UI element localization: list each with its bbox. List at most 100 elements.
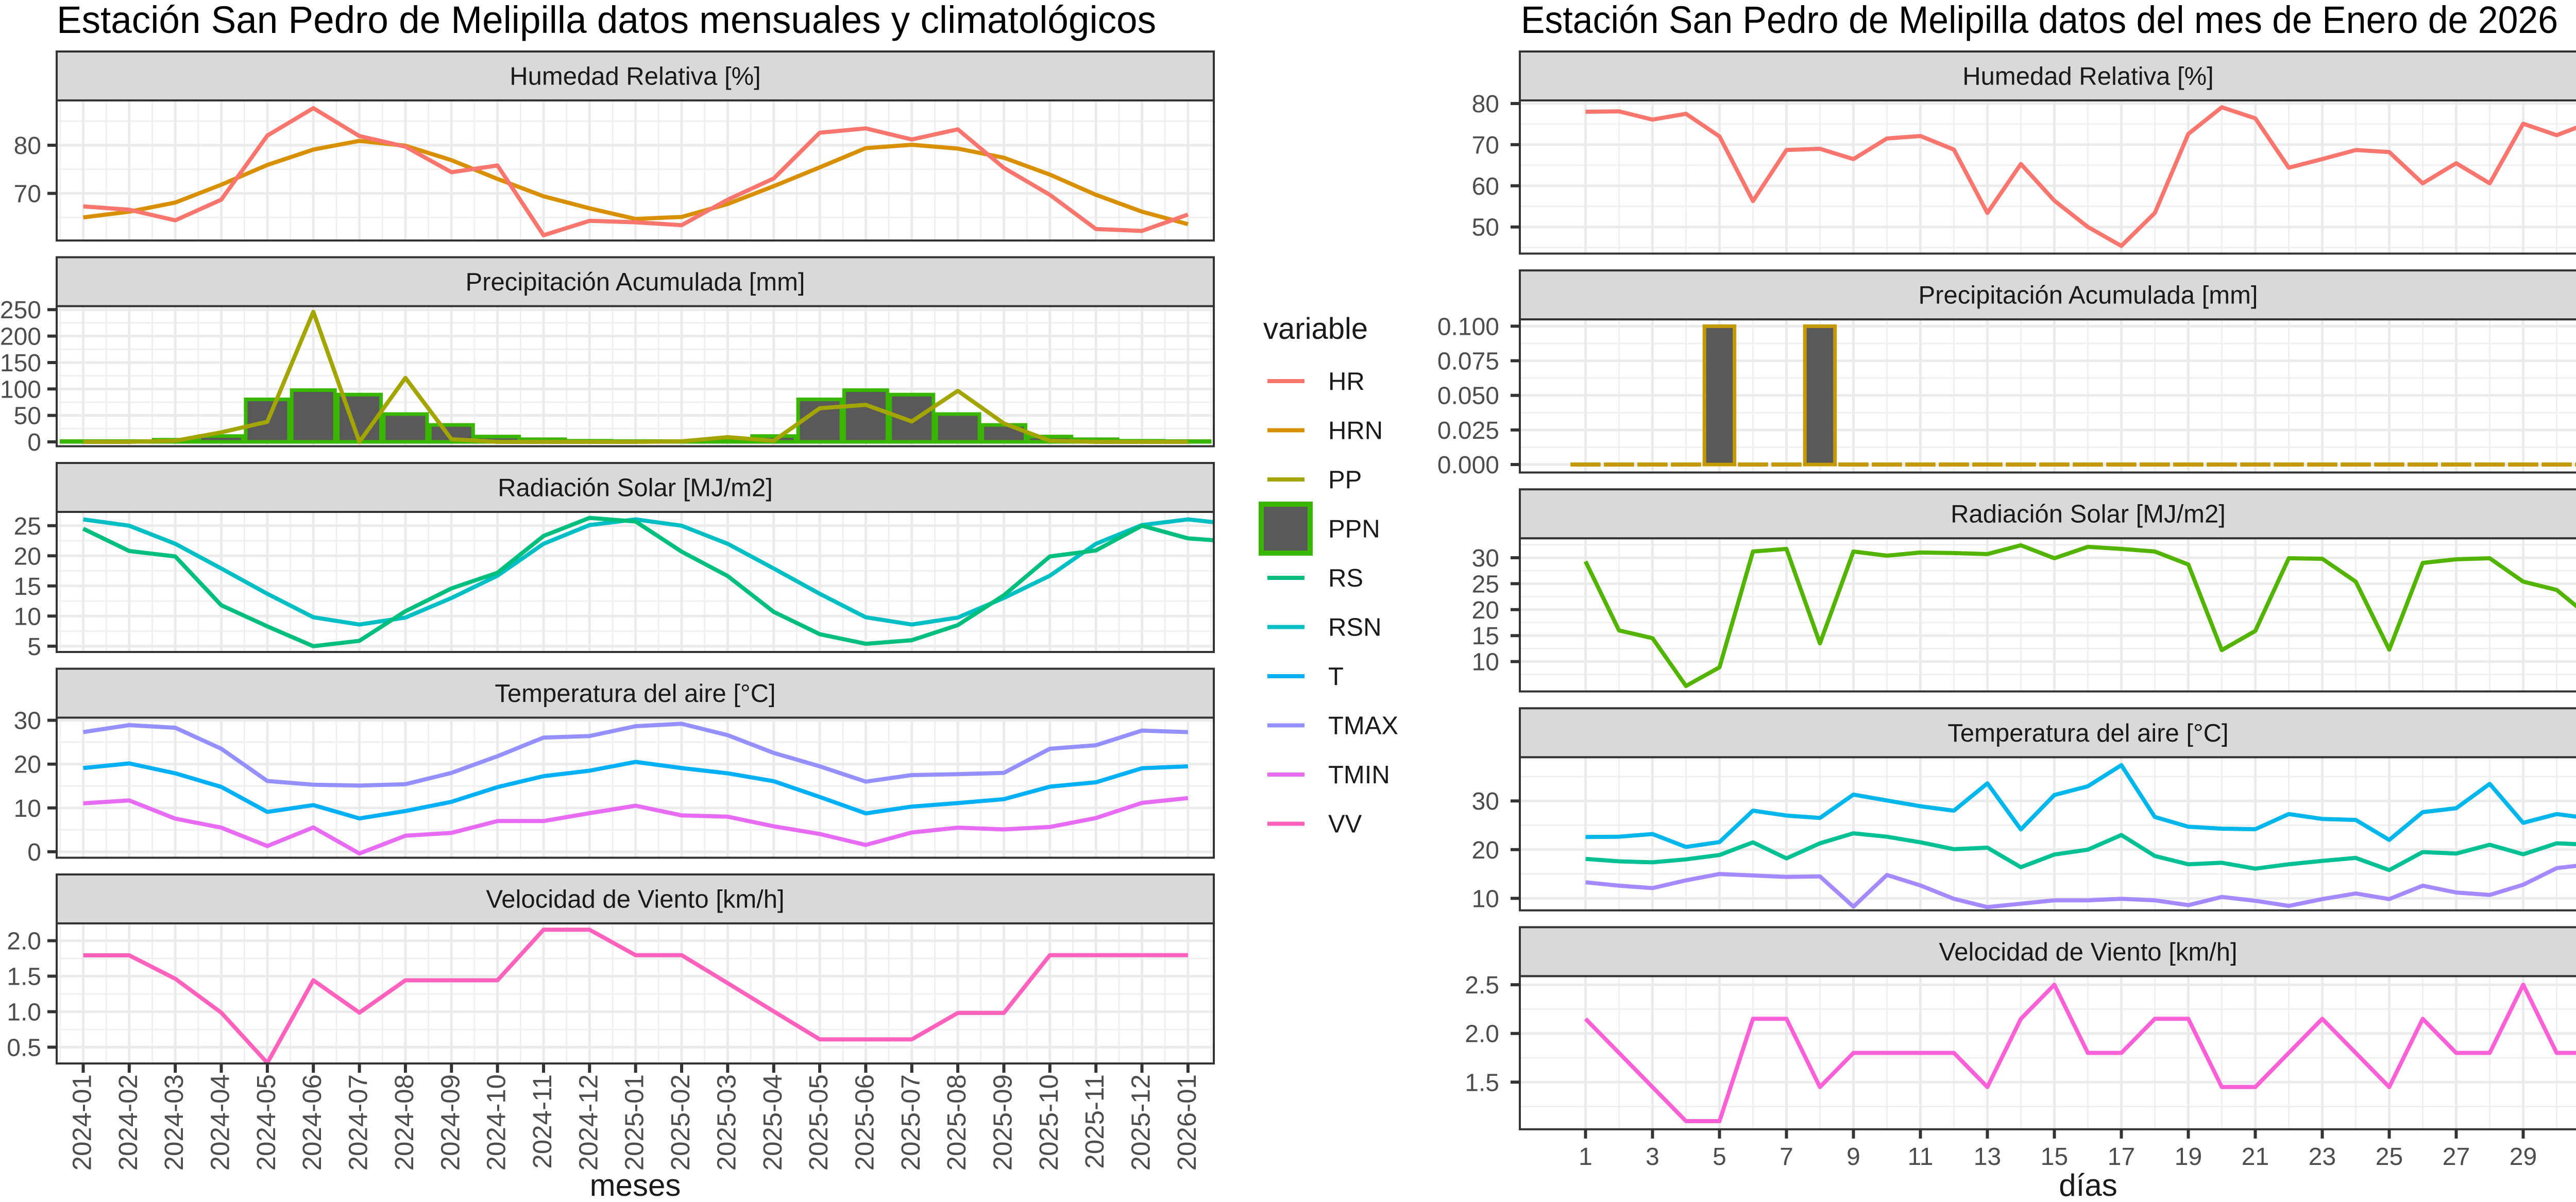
svg-text:5: 5 — [27, 633, 41, 661]
svg-text:2.0: 2.0 — [7, 928, 41, 955]
svg-text:2024-02: 2024-02 — [113, 1074, 143, 1171]
svg-text:1.5: 1.5 — [7, 964, 41, 991]
svg-text:0.000: 0.000 — [1437, 452, 1499, 479]
svg-text:15: 15 — [14, 573, 41, 600]
svg-text:20: 20 — [1472, 837, 1499, 864]
svg-text:2025-08: 2025-08 — [942, 1074, 971, 1171]
svg-text:30: 30 — [1472, 545, 1499, 572]
svg-text:T: T — [1328, 663, 1344, 691]
svg-text:2024-01: 2024-01 — [67, 1074, 97, 1171]
svg-text:60: 60 — [1472, 173, 1499, 200]
svg-text:2025-05: 2025-05 — [804, 1074, 833, 1171]
svg-text:Radiación Solar [MJ/m2]: Radiación Solar [MJ/m2] — [498, 474, 773, 502]
svg-text:TMAX: TMAX — [1328, 712, 1398, 740]
svg-text:1.5: 1.5 — [1465, 1069, 1499, 1096]
svg-text:23: 23 — [2309, 1143, 2336, 1171]
svg-text:0: 0 — [27, 839, 41, 866]
svg-text:0: 0 — [27, 429, 41, 456]
svg-text:0.025: 0.025 — [1437, 417, 1499, 444]
svg-text:70: 70 — [14, 181, 41, 208]
svg-text:150: 150 — [0, 350, 41, 377]
svg-text:20: 20 — [1472, 597, 1499, 624]
svg-text:HRN: HRN — [1328, 417, 1383, 445]
svg-text:10: 10 — [14, 795, 41, 822]
svg-text:10: 10 — [14, 603, 41, 630]
svg-text:días: días — [2059, 1168, 2117, 1199]
svg-text:0.075: 0.075 — [1437, 348, 1499, 375]
svg-text:0.100: 0.100 — [1437, 313, 1499, 340]
svg-text:2025-07: 2025-07 — [896, 1074, 925, 1171]
svg-text:80: 80 — [1472, 91, 1499, 118]
svg-text:50: 50 — [14, 403, 41, 430]
svg-text:2024-08: 2024-08 — [389, 1074, 419, 1171]
svg-text:2025-04: 2025-04 — [758, 1074, 787, 1171]
svg-text:15: 15 — [1472, 623, 1499, 650]
svg-text:25: 25 — [2376, 1143, 2403, 1171]
svg-text:2024-03: 2024-03 — [159, 1074, 189, 1171]
svg-text:20: 20 — [14, 751, 41, 779]
svg-text:Radiación Solar [MJ/m2]: Radiación Solar [MJ/m2] — [1951, 501, 2226, 528]
svg-text:2024-06: 2024-06 — [297, 1074, 327, 1171]
svg-text:2025-06: 2025-06 — [850, 1074, 879, 1171]
svg-text:2026-01: 2026-01 — [1172, 1074, 1201, 1171]
svg-text:10: 10 — [1472, 649, 1499, 676]
svg-text:2025-10: 2025-10 — [1034, 1074, 1063, 1171]
svg-text:Humedad Relativa [%]: Humedad Relativa [%] — [510, 63, 761, 91]
svg-text:70: 70 — [1472, 132, 1499, 159]
svg-text:30: 30 — [14, 708, 41, 735]
svg-text:25: 25 — [14, 513, 41, 540]
svg-text:2.5: 2.5 — [1465, 972, 1499, 999]
svg-text:Velocidad de Viento [km/h]: Velocidad de Viento [km/h] — [1939, 938, 2237, 966]
svg-text:2024-04: 2024-04 — [206, 1074, 235, 1171]
svg-text:25: 25 — [1472, 571, 1499, 598]
svg-text:2.0: 2.0 — [1465, 1021, 1499, 1048]
svg-text:2024-11: 2024-11 — [528, 1074, 557, 1169]
svg-text:2024-09: 2024-09 — [435, 1074, 465, 1171]
svg-text:9: 9 — [1846, 1143, 1860, 1171]
svg-text:2025-02: 2025-02 — [666, 1074, 695, 1171]
svg-text:Velocidad de Viento [km/h]: Velocidad de Viento [km/h] — [486, 886, 784, 914]
svg-text:HR: HR — [1328, 368, 1365, 396]
svg-text:Temperatura del aire [°C]: Temperatura del aire [°C] — [1947, 719, 2228, 747]
svg-text:1.0: 1.0 — [7, 999, 41, 1026]
svg-text:250: 250 — [0, 297, 41, 324]
svg-text:17: 17 — [2108, 1143, 2135, 1171]
svg-text:2025-12: 2025-12 — [1126, 1074, 1156, 1171]
svg-text:2025-03: 2025-03 — [711, 1074, 741, 1171]
svg-text:50: 50 — [1472, 214, 1499, 242]
svg-text:Precipitación Acumulada [mm]: Precipitación Acumulada [mm] — [1918, 282, 2258, 310]
svg-text:variable: variable — [1263, 312, 1368, 346]
svg-text:2024-07: 2024-07 — [344, 1074, 373, 1171]
svg-text:3: 3 — [1646, 1143, 1659, 1171]
svg-text:21: 21 — [2242, 1143, 2269, 1171]
svg-text:0.050: 0.050 — [1437, 383, 1499, 410]
svg-text:2024-12: 2024-12 — [573, 1074, 603, 1171]
svg-text:10: 10 — [1472, 885, 1499, 913]
svg-text:27: 27 — [2443, 1143, 2470, 1171]
svg-text:19: 19 — [2175, 1143, 2202, 1171]
svg-text:TMIN: TMIN — [1328, 761, 1390, 789]
svg-text:11: 11 — [1908, 1143, 1934, 1171]
svg-text:2024-10: 2024-10 — [482, 1074, 511, 1171]
svg-text:5: 5 — [1713, 1143, 1726, 1171]
svg-text:29: 29 — [2510, 1143, 2537, 1171]
svg-text:1: 1 — [1579, 1143, 1592, 1171]
svg-text:VV: VV — [1328, 811, 1362, 838]
svg-text:PP: PP — [1328, 466, 1362, 494]
svg-text:100: 100 — [0, 376, 41, 403]
svg-text:2025-09: 2025-09 — [988, 1074, 1018, 1171]
svg-text:30: 30 — [1472, 788, 1499, 815]
svg-text:Precipitación Acumulada [mm]: Precipitación Acumulada [mm] — [465, 268, 805, 296]
svg-text:200: 200 — [0, 323, 41, 351]
svg-text:2025-11: 2025-11 — [1080, 1074, 1109, 1169]
svg-text:Humedad Relativa [%]: Humedad Relativa [%] — [1962, 63, 2214, 91]
svg-text:2025-01: 2025-01 — [620, 1074, 649, 1171]
svg-text:meses: meses — [590, 1168, 681, 1199]
svg-text:2024-05: 2024-05 — [251, 1074, 281, 1171]
svg-text:RS: RS — [1328, 564, 1363, 592]
svg-text:0.5: 0.5 — [7, 1034, 41, 1061]
svg-text:15: 15 — [2041, 1143, 2068, 1171]
svg-text:Temperatura del aire [°C]: Temperatura del aire [°C] — [495, 680, 775, 708]
svg-text:Estación San Pedro de Melipill: Estación San Pedro de Melipilla datos me… — [57, 0, 1156, 41]
svg-text:PPN: PPN — [1328, 516, 1380, 543]
